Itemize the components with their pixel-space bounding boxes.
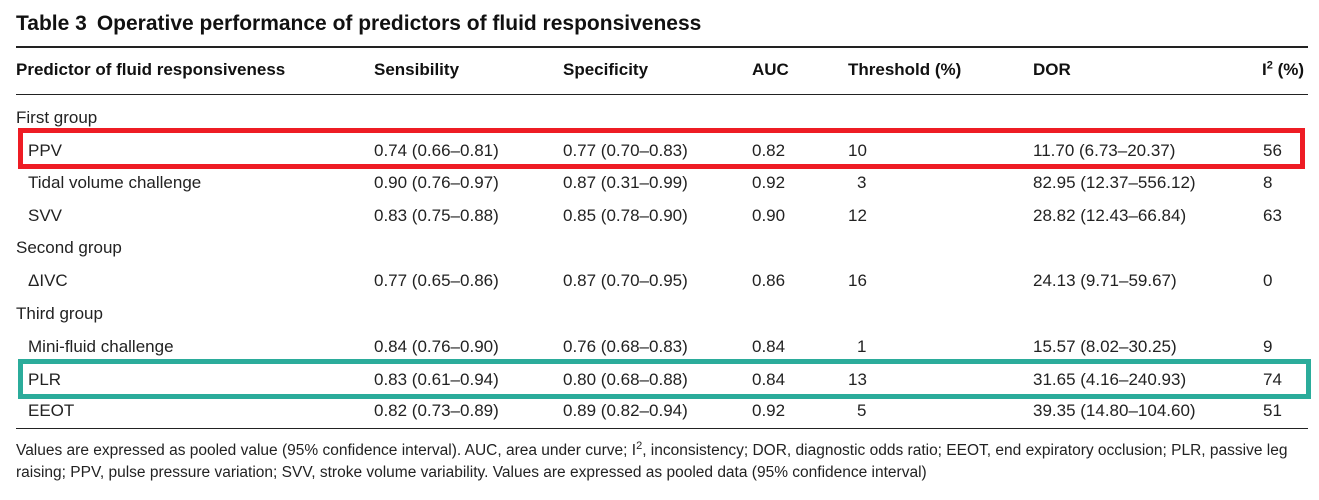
bottom-rule <box>16 428 1308 429</box>
table-footnote: Values are expressed as pooled value (95… <box>16 440 1311 484</box>
cell-dor: 39.35 (14.80–104.60) <box>1033 401 1196 420</box>
table-title: Table 3 Operative performance of predicto… <box>16 12 701 36</box>
footnote-superscript: 2 <box>636 439 643 452</box>
cell-threshold: 12 <box>848 206 867 225</box>
header-dor: DOR <box>1033 60 1071 79</box>
cell-threshold: 16 <box>848 271 867 290</box>
cell-dor: 24.13 (9.71–59.67) <box>1033 271 1177 290</box>
cell-dor: 15.57 (8.02–30.25) <box>1033 337 1177 356</box>
cell-dor: 82.95 (12.37–556.12) <box>1033 173 1196 192</box>
group-label-third: Third group <box>16 304 103 323</box>
cell-i2: 9 <box>1263 337 1273 356</box>
cell-specificity: 0.77 (0.70–0.83) <box>563 141 688 160</box>
cell-predictor: Tidal volume challenge <box>28 173 202 192</box>
cell-sensibility: 0.83 (0.75–0.88) <box>374 206 499 225</box>
cell-sensibility: 0.90 (0.76–0.97) <box>374 173 499 192</box>
footnote-part1: Values are expressed as pooled value (95… <box>16 442 637 459</box>
cell-predictor: EEOT <box>28 401 75 420</box>
cell-predictor: ΔIVC <box>28 271 68 290</box>
header-specificity: Specificity <box>563 60 649 79</box>
cell-auc: 0.90 <box>752 206 786 225</box>
cell-i2: 56 <box>1263 141 1282 160</box>
header-predictor: Predictor of fluid responsiveness <box>16 60 286 79</box>
cell-dor: 11.70 (6.73–20.37) <box>1033 141 1176 160</box>
cell-i2: 74 <box>1263 370 1282 389</box>
header-i2-unit: (%) <box>1272 60 1305 79</box>
cell-sensibility: 0.83 (0.61–0.94) <box>374 370 499 389</box>
group-label-first: First group <box>16 108 98 127</box>
cell-predictor: PLR <box>28 370 62 389</box>
header-i2-superscript: 2 <box>1266 59 1273 72</box>
cell-threshold: 1 <box>857 337 867 356</box>
header-threshold: Threshold (%) <box>848 60 962 79</box>
table-number: Table 3 <box>16 12 87 35</box>
cell-specificity: 0.85 (0.78–0.90) <box>563 206 688 225</box>
cell-sensibility: 0.82 (0.73–0.89) <box>374 401 499 420</box>
table-caption: Operative performance of predictors of f… <box>96 12 702 35</box>
cell-dor: 28.82 (12.43–66.84) <box>1033 206 1187 225</box>
cell-predictor: Mini-fluid challenge <box>28 337 174 356</box>
header-rule <box>16 94 1308 95</box>
cell-specificity: 0.87 (0.31–0.99) <box>563 173 688 192</box>
cell-predictor: PPV <box>28 141 63 160</box>
cell-predictor: SVV <box>28 206 63 225</box>
cell-specificity: 0.76 (0.68–0.83) <box>563 337 688 356</box>
cell-threshold: 5 <box>857 401 867 420</box>
header-i2: I2 (%) <box>1262 59 1304 81</box>
cell-auc: 0.84 <box>752 337 786 356</box>
cell-i2: 0 <box>1263 271 1273 290</box>
cell-threshold: 10 <box>848 141 867 160</box>
cell-specificity: 0.80 (0.68–0.88) <box>563 370 688 389</box>
cell-sensibility: 0.74 (0.66–0.81) <box>374 141 499 160</box>
cell-dor: 31.65 (4.16–240.93) <box>1033 370 1187 389</box>
cell-threshold: 3 <box>857 173 867 192</box>
top-rule <box>16 46 1308 48</box>
cell-sensibility: 0.77 (0.65–0.86) <box>374 271 499 290</box>
cell-auc: 0.84 <box>752 370 786 389</box>
cell-threshold: 13 <box>848 370 867 389</box>
cell-i2: 8 <box>1263 173 1273 192</box>
cell-auc: 0.92 <box>752 173 786 192</box>
cell-auc: 0.82 <box>752 141 786 160</box>
header-i2-letter: I <box>1262 60 1267 79</box>
header-auc: AUC <box>752 60 789 79</box>
cell-sensibility: 0.84 (0.76–0.90) <box>374 337 499 356</box>
cell-specificity: 0.89 (0.82–0.94) <box>563 401 688 420</box>
cell-auc: 0.86 <box>752 271 786 290</box>
header-sensibility: Sensibility <box>374 60 460 79</box>
cell-i2: 51 <box>1263 401 1282 420</box>
cell-auc: 0.92 <box>752 401 786 420</box>
footnote-part2: , inconsistency; DOR, diagnostic odds ra… <box>16 442 1288 481</box>
cell-i2: 63 <box>1263 206 1282 225</box>
group-label-second: Second group <box>16 238 122 257</box>
cell-specificity: 0.87 (0.70–0.95) <box>563 271 688 290</box>
